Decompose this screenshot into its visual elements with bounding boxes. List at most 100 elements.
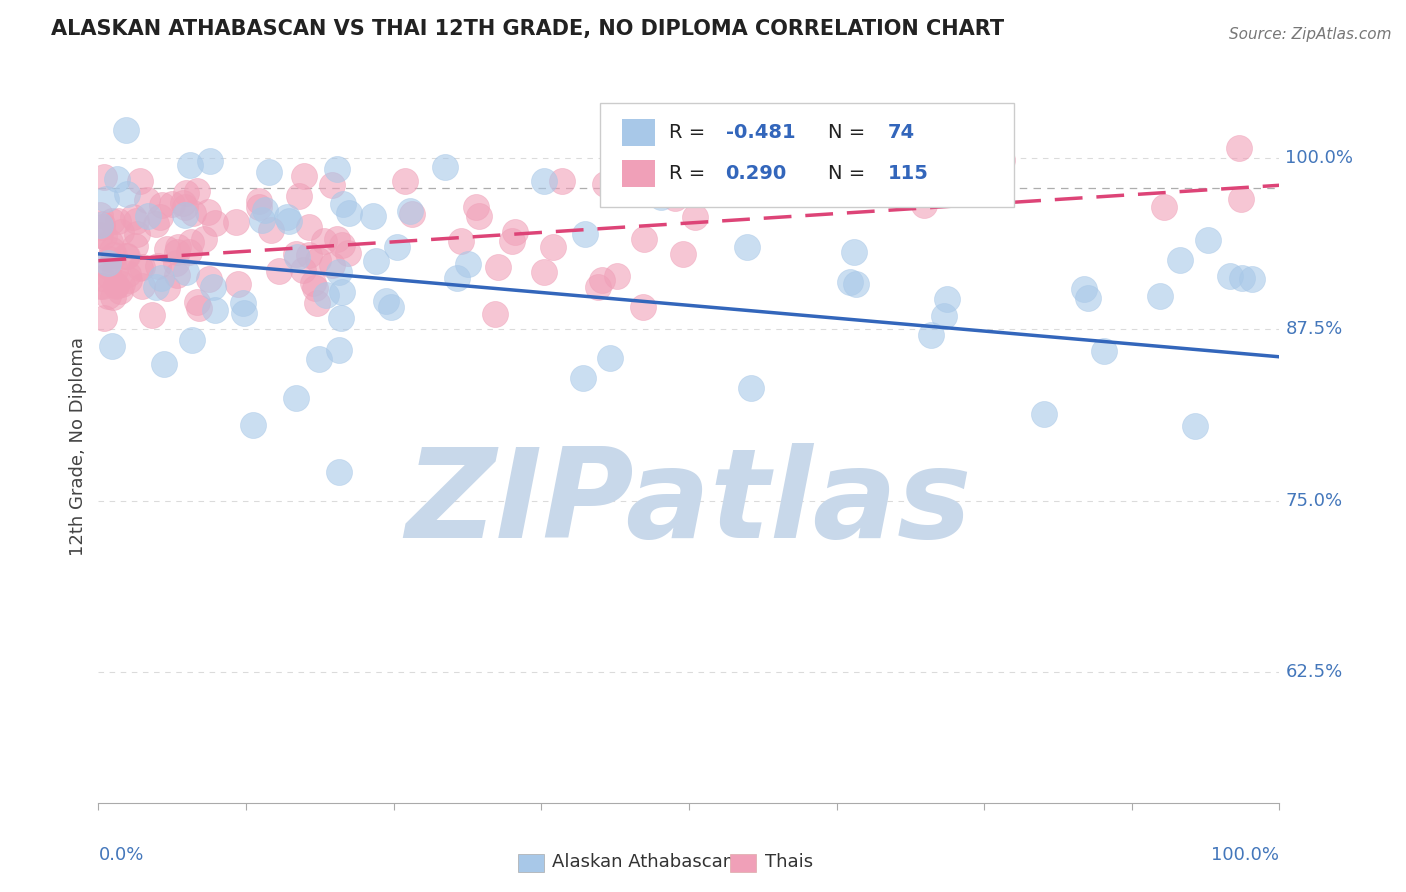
Point [328, 343, 350, 358]
Point [101, 338, 124, 352]
Point [1033, 407, 1056, 421]
Point [727, 186, 749, 201]
Point [276, 210, 298, 224]
Point [98, 260, 121, 274]
Point [93, 169, 115, 184]
Point [153, 358, 176, 372]
Point [103, 248, 125, 262]
Point [131, 260, 153, 274]
Point [231, 296, 253, 310]
Point [233, 305, 256, 319]
Point [606, 268, 628, 283]
Text: R =: R = [669, 123, 711, 142]
Point [501, 235, 523, 249]
Point [148, 259, 170, 273]
Point [105, 277, 128, 292]
Point [260, 222, 283, 236]
Point [1227, 141, 1250, 155]
Point [1168, 253, 1191, 268]
Point [183, 205, 205, 219]
Point [131, 278, 153, 293]
Point [912, 198, 935, 212]
Text: N =: N = [828, 123, 872, 142]
Point [936, 292, 959, 306]
Point [364, 253, 387, 268]
Point [110, 226, 132, 240]
Text: 74: 74 [887, 123, 914, 142]
Point [664, 191, 686, 205]
Text: ZIPatlas: ZIPatlas [406, 442, 972, 564]
Point [285, 247, 308, 261]
Point [165, 256, 187, 270]
FancyBboxPatch shape [730, 855, 756, 872]
Point [328, 265, 350, 279]
Point [141, 308, 163, 322]
Point [844, 245, 866, 260]
Point [117, 268, 139, 282]
Text: 100.0%: 100.0% [1212, 846, 1279, 863]
Point [101, 290, 124, 304]
Text: Alaskan Athabascans: Alaskan Athabascans [553, 853, 744, 871]
Point [118, 273, 141, 287]
Text: 62.5%: 62.5% [1285, 664, 1343, 681]
Point [1219, 268, 1241, 283]
Point [247, 194, 270, 209]
Point [631, 300, 654, 314]
Point [145, 280, 167, 294]
Point [193, 231, 215, 245]
Point [257, 165, 280, 179]
Text: N =: N = [828, 164, 872, 183]
Point [541, 240, 564, 254]
FancyBboxPatch shape [621, 160, 655, 187]
Point [188, 301, 211, 316]
Point [551, 174, 574, 188]
Point [1184, 419, 1206, 434]
Point [115, 123, 138, 137]
Point [361, 210, 384, 224]
Point [166, 268, 188, 282]
Text: -0.481: -0.481 [725, 123, 796, 142]
Point [650, 190, 672, 204]
Text: 100.0%: 100.0% [1285, 149, 1354, 167]
Text: 115: 115 [887, 164, 928, 183]
FancyBboxPatch shape [517, 855, 544, 872]
Point [121, 211, 143, 225]
Point [672, 247, 695, 261]
Point [385, 240, 408, 254]
Point [101, 243, 124, 257]
Point [97, 255, 120, 269]
Point [254, 202, 277, 217]
Point [173, 208, 195, 222]
Point [735, 240, 758, 254]
Point [93, 229, 115, 244]
Point [533, 173, 555, 187]
Point [321, 178, 343, 192]
Point [305, 296, 328, 310]
Point [115, 249, 138, 263]
Point [657, 137, 679, 152]
Point [125, 213, 148, 227]
Point [1153, 200, 1175, 214]
Point [326, 162, 349, 177]
Point [683, 210, 706, 224]
FancyBboxPatch shape [600, 103, 1014, 207]
Point [740, 381, 762, 395]
Point [91, 270, 114, 285]
Point [149, 211, 172, 225]
Point [292, 169, 315, 183]
Point [250, 213, 273, 227]
Point [782, 182, 804, 196]
Point [298, 247, 321, 261]
Point [991, 153, 1014, 167]
Point [89, 219, 111, 233]
Point [325, 232, 347, 246]
Point [97, 289, 120, 303]
Point [96, 192, 118, 206]
Point [197, 205, 219, 219]
Point [533, 265, 555, 279]
Point [484, 307, 506, 321]
Point [336, 246, 359, 260]
Point [176, 265, 198, 279]
Point [166, 244, 188, 259]
Point [186, 295, 208, 310]
